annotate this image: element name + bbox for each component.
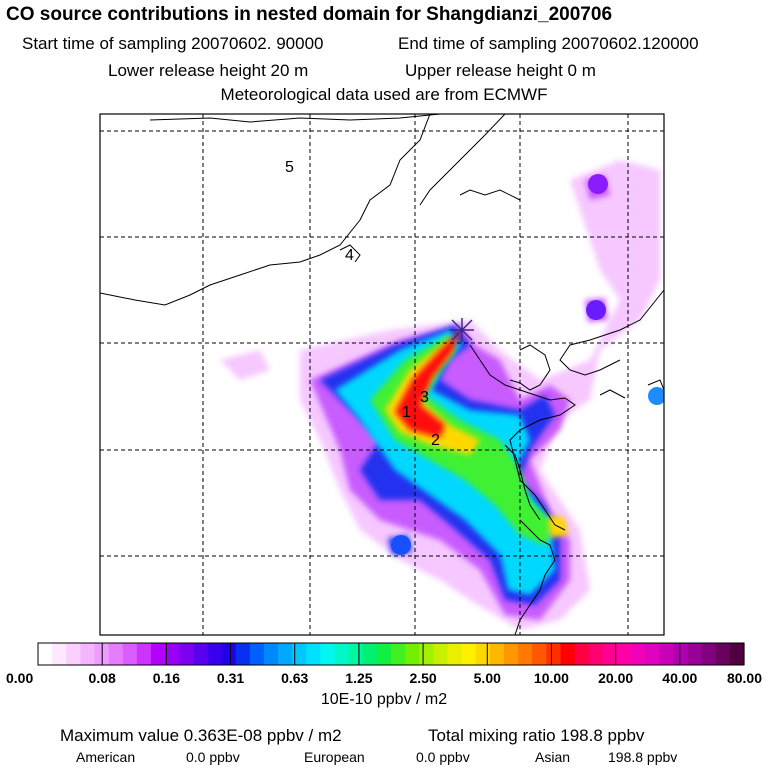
colorbar-swatch: [687, 643, 703, 665]
colorbar-swatch: [136, 643, 152, 665]
plume-blob: [391, 535, 411, 555]
colorbar-tick-label: 0.16: [153, 670, 180, 686]
asian-value: 198.8 ppbv: [608, 749, 678, 765]
colorbar-swatch: [701, 643, 717, 665]
region-label: 1: [402, 404, 411, 421]
colorbar-swatch: [150, 643, 166, 665]
upper-release-label: Upper release height 0 m: [405, 61, 596, 80]
colorbar-swatch: [616, 643, 632, 665]
colorbar-tick-label: 0.08: [89, 670, 116, 686]
european-value: 0.0 ppbv: [416, 749, 470, 765]
colorbar-unit-label: 10E-10 ppbv / m2: [320, 691, 448, 708]
colorbar-swatch: [52, 643, 67, 665]
colorbar-swatch: [433, 643, 449, 665]
colorbar-swatch: [532, 643, 547, 665]
colorbar-tick-label: 2.50: [409, 670, 436, 686]
region-label: 5: [285, 159, 294, 176]
plume-blob: [586, 300, 606, 320]
colorbar-swatch: [348, 643, 364, 665]
american-label: American: [76, 749, 136, 765]
colorbar-swatch: [38, 643, 53, 665]
plume-field: [220, 160, 664, 630]
colorbar-swatch: [362, 643, 378, 665]
map-frame: [99, 113, 665, 636]
colorbar-swatch: [546, 643, 562, 665]
colorbar-swatch: [207, 643, 223, 665]
colorbar-swatch: [574, 643, 590, 665]
colorbar-swatch: [306, 643, 321, 665]
american-value: 0.0 ppbv: [186, 749, 240, 765]
colorbar-swatch: [391, 643, 406, 665]
total-mixing-ratio-label: Total mixing ratio 198.8 ppbv: [428, 726, 645, 745]
colorbar-tick-label: 80.00: [727, 670, 762, 686]
colorbar-tick-label: 1.25: [345, 670, 372, 686]
colorbar-swatch: [165, 643, 180, 665]
european-label: European: [304, 749, 365, 765]
colorbar-swatch: [334, 643, 350, 665]
colorbar-swatch: [235, 643, 251, 665]
colorbar-tick-label: 10.00: [534, 670, 569, 686]
colorbar-swatch: [673, 643, 689, 665]
colorbar-tick-label: 40.00: [662, 670, 697, 686]
max-value-label: Maximum value 0.363E-08 ppbv / m2: [60, 726, 342, 745]
colorbar-swatch: [263, 643, 279, 665]
colorbar-swatch: [489, 643, 505, 665]
chart-title: CO source contributions in nested domain…: [6, 4, 613, 25]
colorbar-swatch: [108, 643, 124, 665]
lat-lon-grid: [100, 114, 664, 635]
colorbar-swatch: [447, 643, 463, 665]
colorbar-swatch: [560, 643, 576, 665]
plume-blob: [648, 387, 664, 405]
colorbar-tick-label: 20.00: [598, 670, 633, 686]
region-label: 4: [345, 247, 354, 264]
colorbar-swatch: [80, 643, 96, 665]
colorbar-tick-label: 0.63: [281, 670, 308, 686]
colorbar-swatch: [518, 643, 533, 665]
lower-release-label: Lower release height 20 m: [108, 61, 309, 80]
colorbar-swatch: [729, 643, 745, 665]
colorbar-swatch: [249, 643, 265, 665]
colorbar-swatch: [122, 643, 138, 665]
colorbar-swatch: [376, 643, 392, 665]
colorbar-tick-label: 5.00: [474, 670, 501, 686]
colorbar-swatch: [645, 643, 660, 665]
coastlines: [100, 114, 664, 635]
colorbar-swatch: [503, 643, 519, 665]
colorbar-swatch: [193, 643, 209, 665]
colorbar-swatch: [659, 643, 674, 665]
region-label: 2: [431, 432, 440, 449]
plume-blob: [588, 174, 608, 194]
colorbar-swatch: [461, 643, 477, 665]
colorbar-swatch: [221, 643, 237, 665]
colorbar-swatch: [179, 643, 194, 665]
colorbar-tick-label: 0.31: [217, 670, 244, 686]
plume-red-layer: [395, 330, 462, 438]
colorbar-swatch: [292, 643, 307, 665]
colorbar-swatch: [320, 643, 336, 665]
region-labels: 1 2 3 4 5: [285, 159, 440, 449]
colorbar: [37, 642, 745, 666]
colorbar-swatch: [631, 643, 646, 665]
colorbar-swatch: [475, 643, 491, 665]
colorbar-frame: [37, 642, 745, 666]
colorbar-swatch: [278, 643, 293, 665]
region-label: 3: [420, 389, 429, 406]
colorbar-tick-label: 0.00: [6, 670, 33, 686]
colorbar-swatch: [66, 643, 81, 665]
colorbar-ticks: 0.00 0.08 0.16 0.31 0.63 1.25 2.50 5.00 10.00 20.…: [6, 643, 762, 686]
colorbar-swatch: [602, 643, 618, 665]
asian-label: Asian: [535, 749, 571, 765]
station-marker-icon: [450, 318, 474, 342]
start-time-label: Start time of sampling 20070602. 90000: [22, 34, 324, 53]
colorbar-swatch: [405, 643, 420, 665]
end-time-label: End time of sampling 20070602.120000: [398, 34, 699, 53]
colorbar-swatch: [715, 643, 731, 665]
colorbar-swatch: [588, 643, 604, 665]
met-data-label: Meteorological data used are from ECMWF: [220, 85, 548, 104]
colorbar-swatch: [419, 643, 434, 665]
